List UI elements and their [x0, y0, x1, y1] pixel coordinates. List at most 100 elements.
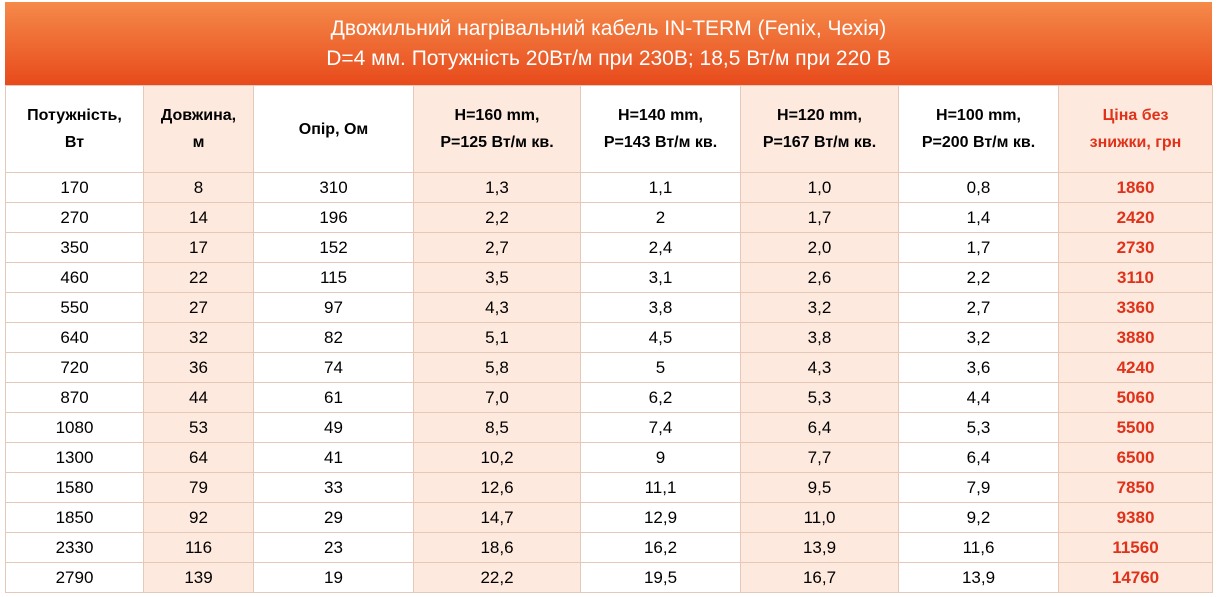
cell: 32: [143, 322, 254, 353]
cell: 3,8: [580, 292, 741, 323]
cell: 2790: [5, 562, 144, 593]
cell: 270: [5, 202, 144, 233]
cell: 7,0: [413, 382, 581, 413]
cell: 152: [253, 232, 414, 263]
cell: 170: [5, 172, 144, 203]
cell: 310: [253, 172, 414, 203]
header-line: Потужність,: [27, 107, 122, 124]
cell: 2,4: [580, 232, 741, 263]
title-line: Двожильний нагрівальний кабель IN-TERM (…: [330, 16, 887, 40]
cell: 16,7: [740, 562, 899, 593]
title-banner: Двожильний нагрівальний кабель IN-TERM (…: [5, 2, 1212, 85]
cell: 2,7: [898, 292, 1059, 323]
table-row: 460 22 115 3,5 3,1 2,6 2,2 3110: [5, 262, 1213, 293]
cell: 11,1: [580, 472, 741, 503]
cell: 2,2: [413, 202, 581, 233]
column-header: H=140 mm, P=143 Вт/м кв.: [580, 85, 741, 173]
cell: 1,3: [413, 172, 581, 203]
table-row: 550 27 97 4,3 3,8 3,2 2,7 3360: [5, 292, 1213, 323]
cell: 29: [253, 502, 414, 533]
cell: 1300: [5, 442, 144, 473]
price-cell: 5500: [1058, 412, 1213, 443]
cell: 3,8: [740, 322, 899, 353]
cell: 350: [5, 232, 144, 263]
cell: 6,4: [898, 442, 1059, 473]
cell: 720: [5, 352, 144, 383]
cell: 97: [253, 292, 414, 323]
table-row: 870 44 61 7,0 6,2 5,3 4,4 5060: [5, 382, 1213, 413]
header-line: Вт: [64, 134, 85, 151]
price-cell: 7850: [1058, 472, 1213, 503]
cell: 49: [253, 412, 414, 443]
table-row: 170 8 310 1,3 1,1 1,0 0,8 1860: [5, 172, 1213, 203]
cell: 1,4: [898, 202, 1059, 233]
cell: 2330: [5, 532, 144, 563]
cell: 3,2: [740, 292, 899, 323]
header-line: P=200 Вт/м кв.: [921, 134, 1036, 151]
cell: 5: [580, 352, 741, 383]
cell: 640: [5, 322, 144, 353]
price-cell: 3880: [1058, 322, 1213, 353]
cell: 13,9: [898, 562, 1059, 593]
cell: 23: [253, 532, 414, 563]
price-cell: 3360: [1058, 292, 1213, 323]
cell: 22: [143, 262, 254, 293]
header-line: Довжина,: [160, 107, 237, 124]
cell: 64: [143, 442, 254, 473]
cell: 9,5: [740, 472, 899, 503]
cell: 5,1: [413, 322, 581, 353]
column-header: H=160 mm, P=125 Вт/м кв.: [413, 85, 581, 173]
price-cell: 14760: [1058, 562, 1213, 593]
cell: 18,6: [413, 532, 581, 563]
header-line: м: [192, 134, 205, 151]
cell: 7,9: [898, 472, 1059, 503]
cell: 7,7: [740, 442, 899, 473]
price-cell: 9380: [1058, 502, 1213, 533]
cell: 7,4: [580, 412, 741, 443]
cell: 870: [5, 382, 144, 413]
table-row: 1300 64 41 10,2 9 7,7 6,4 6500: [5, 442, 1213, 473]
price-cell: 6500: [1058, 442, 1213, 473]
cell: 5,8: [413, 352, 581, 383]
cell: 14: [143, 202, 254, 233]
cell: 2,6: [740, 262, 899, 293]
cell: 1080: [5, 412, 144, 443]
cell: 14,7: [413, 502, 581, 533]
table-row: 640 32 82 5,1 4,5 3,8 3,2 3880: [5, 322, 1213, 353]
cell: 2,7: [413, 232, 581, 263]
cell: 0,8: [898, 172, 1059, 203]
cell: 1,7: [740, 202, 899, 233]
table-row: 350 17 152 2,7 2,4 2,0 1,7 2730: [5, 232, 1213, 263]
cell: 74: [253, 352, 414, 383]
cell: 1,7: [898, 232, 1059, 263]
cell: 10,2: [413, 442, 581, 473]
header-line: H=140 mm,: [618, 107, 703, 124]
table-row: 1580 79 33 12,6 11,1 9,5 7,9 7850: [5, 472, 1213, 503]
price-cell: 2730: [1058, 232, 1213, 263]
cell: 4,3: [740, 352, 899, 383]
cell: 12,6: [413, 472, 581, 503]
cell: 16,2: [580, 532, 741, 563]
price-cell: 4240: [1058, 352, 1213, 383]
cell: 41: [253, 442, 414, 473]
cell: 4,4: [898, 382, 1059, 413]
price-cell: 5060: [1058, 382, 1213, 413]
cell: 19: [253, 562, 414, 593]
table-row: 2330 116 23 18,6 16,2 13,9 11,6 11560: [5, 532, 1213, 563]
header-line: Ціна без: [1102, 107, 1169, 124]
table-row: 720 36 74 5,8 5 4,3 3,6 4240: [5, 352, 1213, 383]
cell: 12,9: [580, 502, 741, 533]
cell: 5,3: [740, 382, 899, 413]
cell: 6,2: [580, 382, 741, 413]
price-cell: 3110: [1058, 262, 1213, 293]
header-line: P=143 Вт/м кв.: [603, 134, 718, 151]
cell: 92: [143, 502, 254, 533]
header-line: знижки, грн: [1089, 134, 1182, 151]
cell: 4,3: [413, 292, 581, 323]
table-row: 270 14 196 2,2 2 1,7 1,4 2420: [5, 202, 1213, 233]
cell: 1850: [5, 502, 144, 533]
cell: 3,2: [898, 322, 1059, 353]
header-line: P=125 Вт/м кв.: [440, 134, 554, 151]
column-header: Довжина, м: [143, 85, 254, 173]
